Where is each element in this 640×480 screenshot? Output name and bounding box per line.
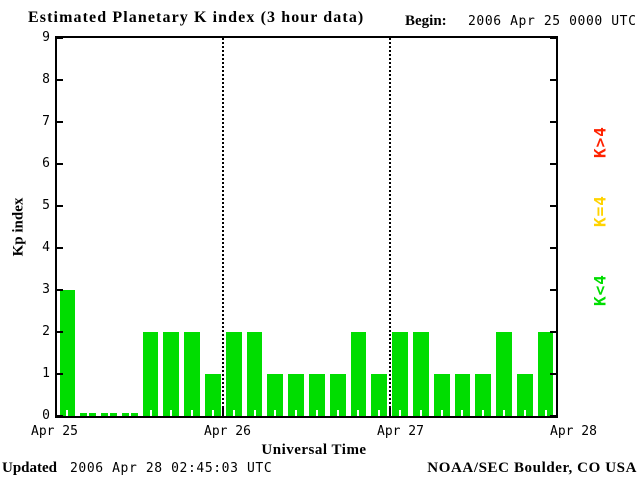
y-axis-tick-right	[550, 331, 556, 333]
kp-bar	[371, 374, 388, 416]
y-axis-tick-left	[57, 289, 63, 291]
kp-bar	[454, 374, 471, 416]
y-axis-tick-right	[550, 415, 556, 417]
x-axis-minor-tick	[149, 410, 152, 416]
y-axis-tick-label: 8	[42, 72, 50, 87]
y-axis-tick-left	[57, 163, 63, 165]
credit-text: NOAA/SEC Boulder, CO USA	[427, 460, 637, 476]
y-axis-tick-left	[57, 331, 63, 333]
begin-value: 2006 Apr 25 0000 UTC	[468, 14, 637, 29]
x-axis-minor-tick	[399, 410, 402, 416]
kp-bar	[516, 374, 533, 416]
y-axis-tick-label: 4	[42, 240, 50, 255]
day-boundary-gridline	[222, 38, 225, 416]
x-axis-tick-label: Apr 25	[31, 424, 78, 439]
x-axis-major-tick	[388, 408, 391, 416]
x-axis-minor-tick	[503, 410, 506, 416]
x-axis-minor-tick	[253, 410, 256, 416]
x-axis-minor-tick	[170, 410, 173, 416]
plot-area	[55, 36, 558, 418]
y-axis-tick-right	[550, 121, 556, 123]
kp-bar	[205, 374, 221, 416]
x-axis-minor-tick	[544, 410, 547, 416]
y-axis-tick-label: 2	[42, 324, 50, 339]
x-axis-minor-tick	[419, 410, 422, 416]
kp-bar	[163, 332, 180, 416]
y-axis-tick-label: 9	[42, 30, 50, 45]
x-axis-minor-tick	[107, 410, 110, 416]
x-axis-major-tick	[222, 408, 225, 416]
x-axis-minor-tick	[461, 410, 464, 416]
kp-bar	[246, 332, 263, 416]
kp-bar	[433, 374, 450, 416]
legend-item-K4: K=4	[590, 195, 610, 227]
x-axis-minor-tick	[66, 410, 69, 416]
x-axis-minor-tick	[315, 410, 318, 416]
kp-bar	[121, 410, 138, 416]
y-axis-tick-left	[57, 205, 63, 207]
kp-bar	[309, 374, 325, 416]
kp-bar	[80, 410, 97, 416]
kp-bar	[288, 374, 304, 416]
day-boundary-gridline	[388, 38, 391, 416]
kp-bar	[267, 374, 284, 416]
updated-value: 2006 Apr 28 02:45:03 UTC	[70, 461, 273, 476]
y-axis-tick-left	[57, 79, 63, 81]
y-axis-tick-right	[550, 79, 556, 81]
y-axis-tick-right	[550, 247, 556, 249]
x-axis-minor-tick	[211, 410, 214, 416]
y-axis-tick-right	[550, 37, 556, 39]
y-axis-tick-left	[57, 247, 63, 249]
y-axis-tick-label: 5	[42, 198, 50, 213]
x-axis-tick-label: Apr 27	[377, 424, 424, 439]
x-axis-minor-tick	[295, 410, 298, 416]
y-axis-tick-left	[57, 373, 63, 375]
x-axis-minor-tick	[357, 410, 360, 416]
kp-bar	[329, 374, 346, 416]
y-axis-tick-label: 1	[42, 366, 50, 381]
kp-bar	[496, 332, 512, 416]
x-axis-minor-tick	[523, 410, 526, 416]
chart-title: Estimated Planetary K index (3 hour data…	[28, 9, 365, 26]
y-axis-tick-right	[550, 373, 556, 375]
kp-bar	[225, 332, 242, 416]
kp-bar	[101, 410, 117, 416]
y-axis-tick-right	[550, 163, 556, 165]
x-axis-minor-tick	[274, 410, 277, 416]
begin-label: Begin:	[405, 13, 447, 29]
kp-bar	[142, 332, 159, 416]
kp-bar	[392, 332, 408, 416]
legend-item-K4: K>4	[590, 126, 610, 158]
y-axis-tick-right	[550, 289, 556, 291]
y-axis-tick-left	[57, 121, 63, 123]
y-axis-tick-label: 0	[42, 408, 50, 423]
x-axis-minor-tick	[232, 410, 235, 416]
x-axis-minor-tick	[87, 410, 90, 416]
kp-bar	[350, 332, 367, 416]
updated-label: Updated	[2, 460, 58, 476]
x-axis-minor-tick	[128, 410, 131, 416]
y-axis-tick-label: 7	[42, 114, 50, 129]
x-axis-minor-tick	[440, 410, 443, 416]
x-axis-tick-label: Apr 26	[204, 424, 251, 439]
y-axis-tick-left	[57, 415, 63, 417]
kp-bar	[475, 374, 492, 416]
x-axis-minor-tick	[378, 410, 381, 416]
kp-bar	[537, 332, 554, 416]
legend-item-K4: K<4	[590, 274, 610, 306]
y-axis-tick-label: 3	[42, 282, 50, 297]
x-axis-minor-tick	[482, 410, 485, 416]
y-axis-title: Kp index	[10, 197, 27, 257]
kp-bar	[412, 332, 429, 416]
y-axis-tick-right	[550, 205, 556, 207]
kp-bar	[184, 332, 201, 416]
x-axis-title: Universal Time	[261, 442, 367, 458]
x-axis-minor-tick	[336, 410, 339, 416]
y-axis-tick-left	[57, 37, 63, 39]
kp-bar	[59, 290, 76, 416]
x-axis-tick-label: Apr 28	[550, 424, 597, 439]
x-axis-minor-tick	[191, 410, 194, 416]
y-axis-tick-label: 6	[42, 156, 50, 171]
